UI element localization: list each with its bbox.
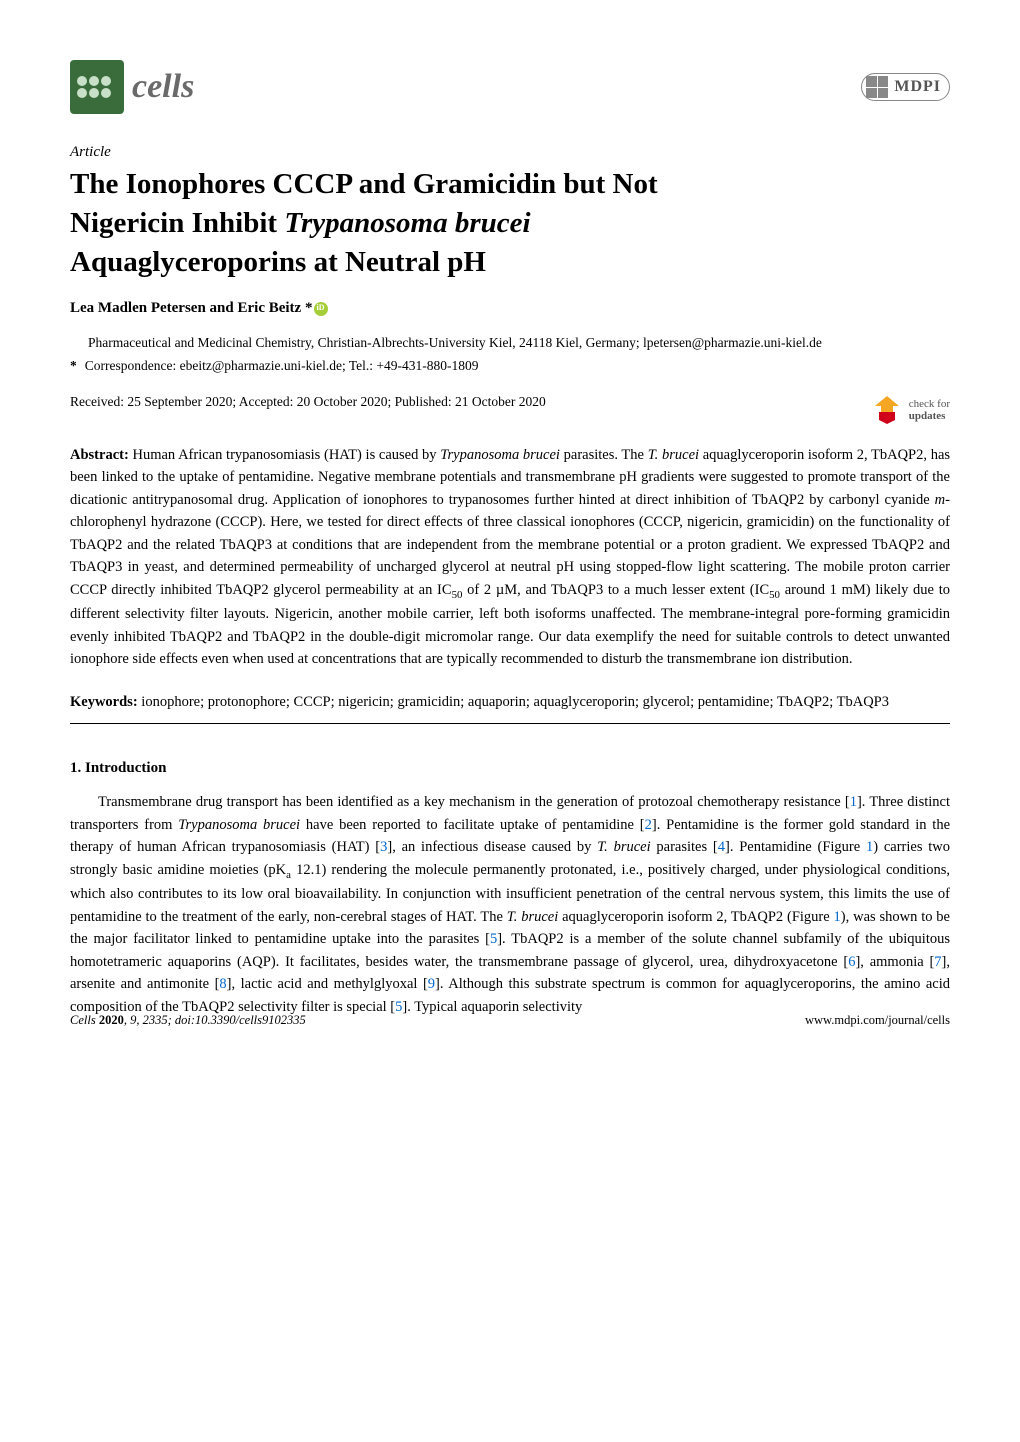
authors-text: Lea Madlen Petersen and Eric Beitz *: [70, 300, 312, 316]
title-line2a: Nigericin Inhibit: [70, 207, 284, 239]
check-updates-label1: check for: [909, 398, 950, 410]
affiliation: Pharmaceutical and Medicinal Chemistry, …: [70, 333, 950, 353]
check-updates-label2: updates: [909, 410, 946, 422]
dates: Received: 25 September 2020; Accepted: 2…: [70, 394, 546, 410]
keywords-text: ionophore; protonophore; CCCP; nigericin…: [141, 694, 889, 710]
footer-left: Cells 2020, 9, 2335; doi:10.3390/cells91…: [70, 1013, 306, 1028]
correspondence: * Correspondence: ebeitz@pharmazie.uni-ki…: [70, 356, 950, 376]
abstract: Abstract: Human African trypanosomiasis …: [70, 444, 950, 671]
keywords: Keywords: ionophore; protonophore; CCCP;…: [70, 691, 950, 713]
title-line1: The Ionophores CCCP and Gramicidin but N…: [70, 168, 658, 200]
section1-heading: 1. Introduction: [70, 760, 950, 777]
correspondence-text: Correspondence: ebeitz@pharmazie.uni-kie…: [85, 358, 479, 373]
mdpi-squares-icon: [866, 76, 888, 98]
journal-logo: cells: [70, 60, 194, 114]
orcid-icon: [314, 302, 328, 316]
check-updates: check for updates: [871, 394, 950, 426]
mdpi-text: MDPI: [894, 78, 941, 96]
article-type: Article: [70, 144, 950, 161]
cells-logo-icon: [70, 60, 124, 114]
correspondence-star: *: [70, 358, 77, 373]
abstract-label: Abstract:: [70, 447, 129, 463]
keywords-label: Keywords:: [70, 694, 138, 710]
body-paragraph: Transmembrane drug transport has been id…: [70, 791, 950, 1018]
article-title: The Ionophores CCCP and Gramicidin but N…: [70, 165, 950, 282]
footer-right: www.mdpi.com/journal/cells: [805, 1013, 950, 1028]
footer-rest: , 9, 2335; doi:10.3390/cells9102335: [124, 1013, 306, 1027]
mdpi-logo: MDPI: [861, 73, 950, 101]
check-updates-text: check for updates: [909, 398, 950, 422]
divider: [70, 723, 950, 724]
footer-journal: Cells: [70, 1013, 99, 1027]
title-line2b: Trypanosoma brucei: [284, 207, 530, 239]
dates-row: Received: 25 September 2020; Accepted: 2…: [70, 394, 950, 426]
authors: Lea Madlen Petersen and Eric Beitz *: [70, 300, 950, 317]
title-line3: Aquaglyceroporins at Neutral pH: [70, 246, 486, 278]
header-row: cells MDPI: [70, 60, 950, 114]
abstract-text: Human African trypanosomiasis (HAT) is c…: [70, 447, 950, 667]
footer-year: 2020: [99, 1013, 124, 1027]
journal-name: cells: [132, 68, 194, 106]
check-updates-icon: [871, 394, 903, 426]
footer: Cells 2020, 9, 2335; doi:10.3390/cells91…: [70, 1013, 950, 1028]
